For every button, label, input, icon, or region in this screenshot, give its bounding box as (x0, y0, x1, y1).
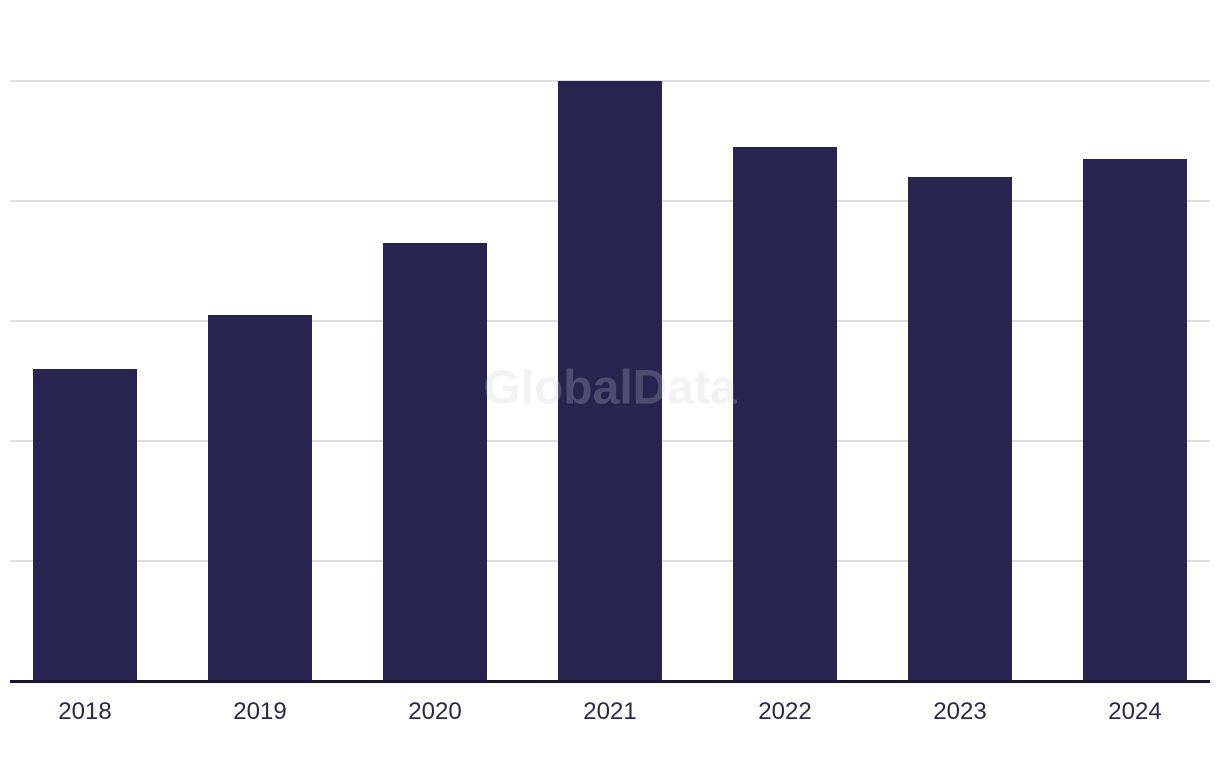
x-axis-label: 2020 (408, 698, 462, 725)
x-axis-label: 2019 (233, 698, 287, 725)
bar-2022 (733, 147, 837, 682)
bar-2019 (208, 315, 312, 682)
x-axis-label: 2023 (933, 698, 987, 725)
x-axis-label: 2018 (58, 698, 112, 725)
bar-2024 (1083, 159, 1187, 682)
x-axis-label: 2021 (583, 698, 637, 725)
bar-2020 (383, 243, 487, 682)
bar-2023 (908, 177, 1012, 682)
x-axis-label: 2022 (758, 698, 812, 725)
x-axis-label: 2024 (1108, 698, 1162, 725)
x-axis-line (10, 680, 1210, 683)
bar-2021 (558, 81, 662, 682)
bar-2018 (33, 369, 137, 682)
